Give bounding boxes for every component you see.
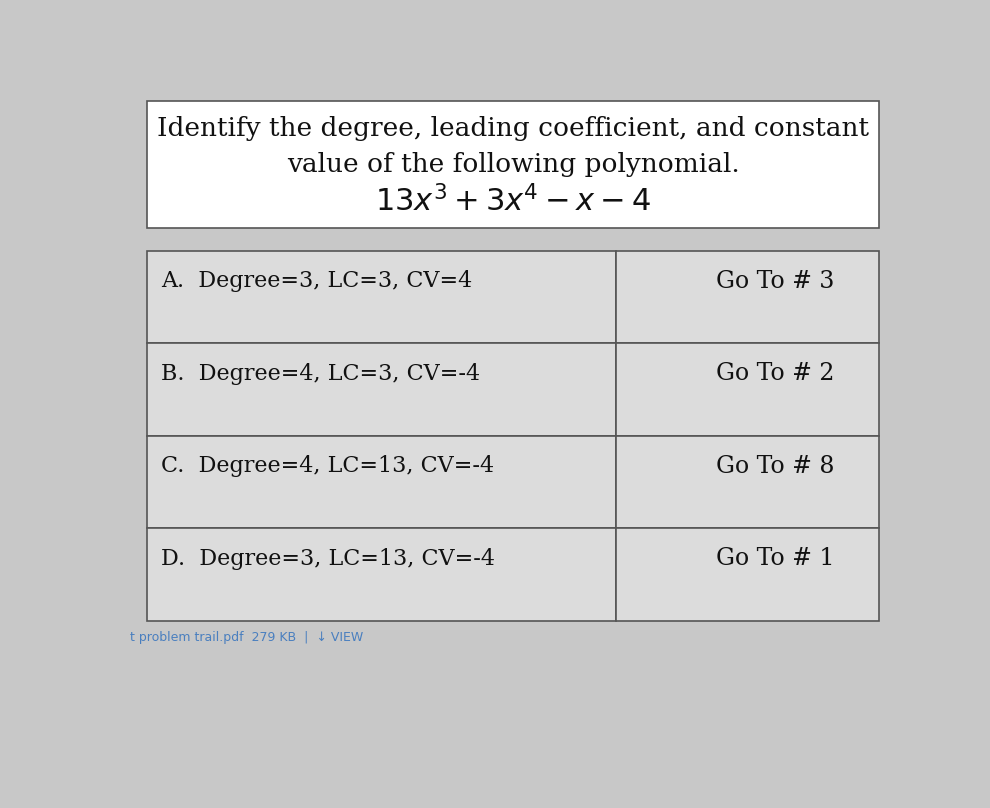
Text: t problem trail.pdf  279 KB  |  ↓ VIEW: t problem trail.pdf 279 KB | ↓ VIEW: [130, 631, 363, 644]
Text: Go To # 2: Go To # 2: [716, 362, 835, 385]
Text: Go To # 3: Go To # 3: [716, 270, 835, 293]
Text: A.  Degree=3, LC=3, CV=4: A. Degree=3, LC=3, CV=4: [161, 271, 472, 292]
FancyBboxPatch shape: [147, 251, 616, 343]
FancyBboxPatch shape: [147, 528, 616, 621]
Text: C.  Degree=4, LC=13, CV=-4: C. Degree=4, LC=13, CV=-4: [161, 455, 494, 478]
Text: Go To # 1: Go To # 1: [716, 547, 835, 570]
FancyBboxPatch shape: [616, 528, 879, 621]
FancyBboxPatch shape: [147, 436, 616, 528]
Text: value of the following polynomial.: value of the following polynomial.: [287, 152, 740, 177]
FancyBboxPatch shape: [147, 101, 879, 228]
Text: B.  Degree=4, LC=3, CV=-4: B. Degree=4, LC=3, CV=-4: [161, 363, 480, 385]
FancyBboxPatch shape: [616, 436, 879, 528]
Text: D.  Degree=3, LC=13, CV=-4: D. Degree=3, LC=13, CV=-4: [161, 548, 495, 570]
Text: Go To # 8: Go To # 8: [716, 455, 835, 478]
FancyBboxPatch shape: [616, 251, 879, 343]
FancyBboxPatch shape: [147, 343, 616, 436]
FancyBboxPatch shape: [616, 343, 879, 436]
Text: $13x^3 + 3x^4 - x - 4$: $13x^3 + 3x^4 - x - 4$: [375, 186, 651, 219]
Text: Identify the degree, leading coefficient, and constant: Identify the degree, leading coefficient…: [157, 116, 869, 141]
